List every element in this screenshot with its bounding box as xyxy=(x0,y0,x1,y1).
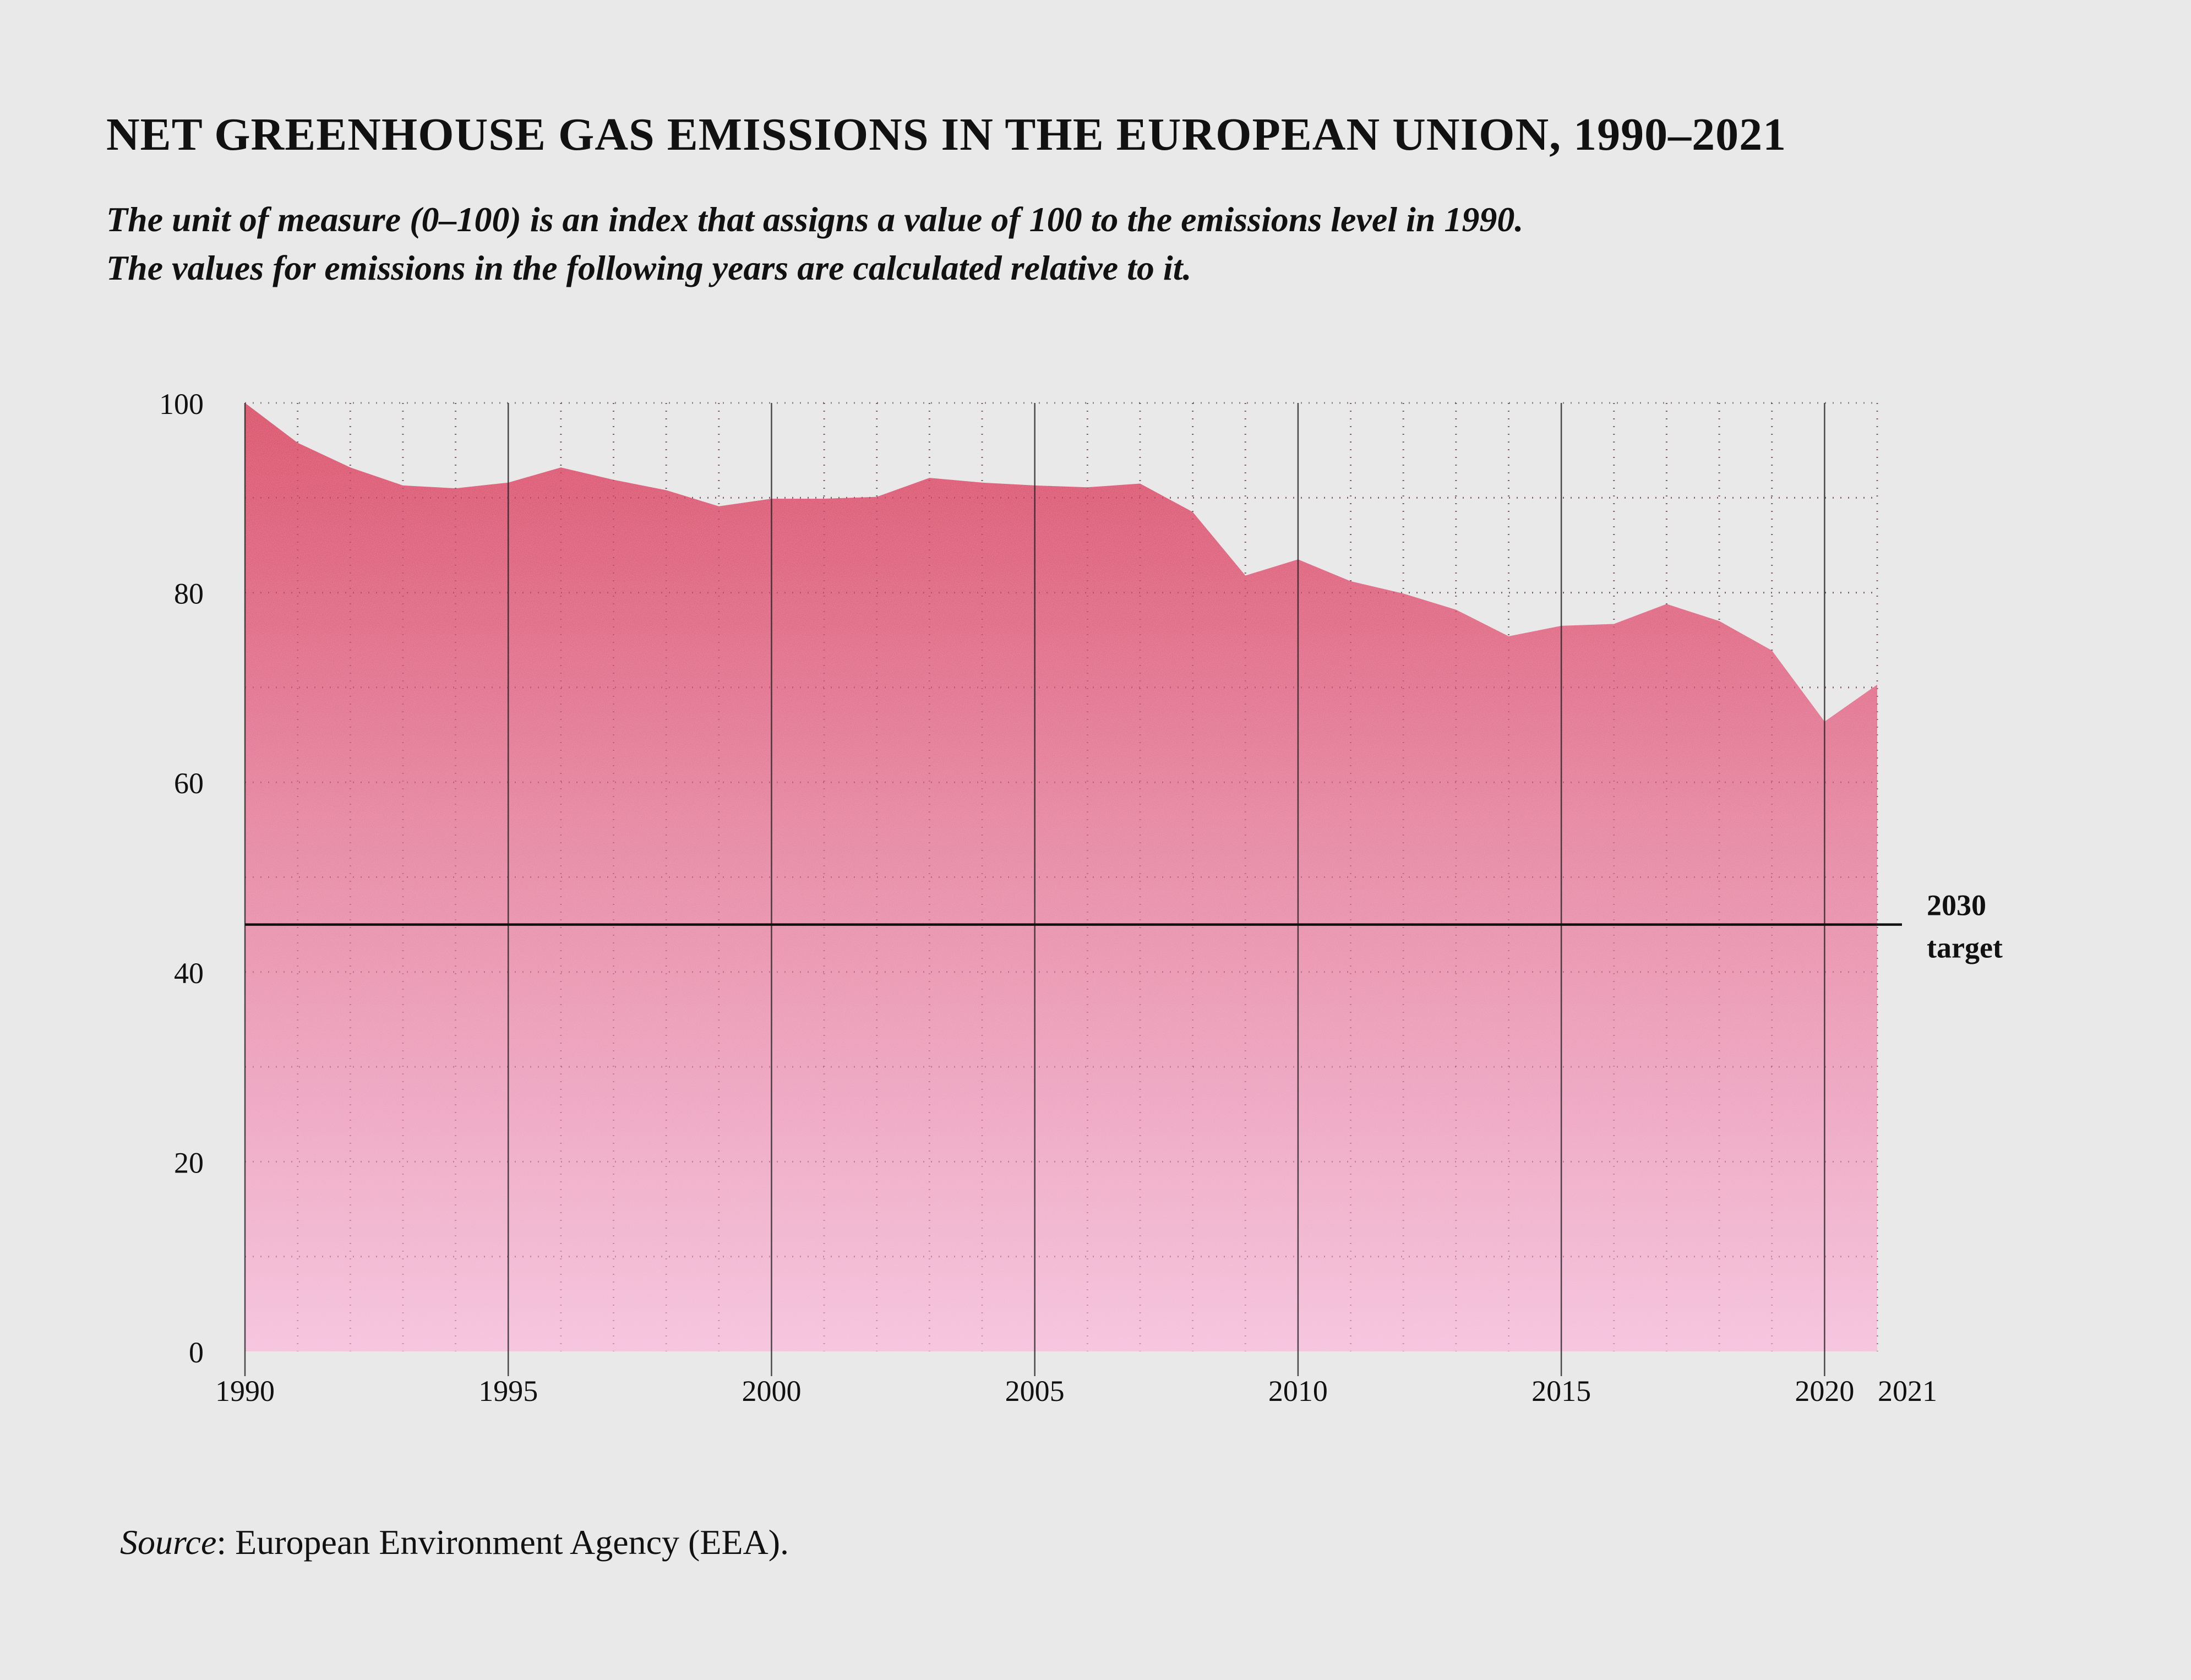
chart-subtitle: The unit of measure (0–100) is an index … xyxy=(106,195,1523,292)
source-text: : European Environment Agency (EEA). xyxy=(216,1523,789,1562)
x-tick-label: 1990 xyxy=(215,1374,275,1408)
y-tick-label: 20 xyxy=(174,1146,204,1179)
x-tick-label: 1995 xyxy=(478,1374,538,1408)
target-label-word: target xyxy=(1927,931,2003,964)
subtitle-line-1: The unit of measure (0–100) is an index … xyxy=(106,200,1524,239)
overgrid-layer xyxy=(244,403,1878,1376)
y-tick-label: 100 xyxy=(159,388,204,421)
y-tick-label: 80 xyxy=(174,577,204,610)
x-tick-label: 2021 xyxy=(1878,1374,1937,1408)
chart-title: NET GREENHOUSE GAS EMISSIONS IN THE EURO… xyxy=(106,109,1787,160)
target-label-year: 2030 xyxy=(1927,889,1986,922)
x-tick-label: 2020 xyxy=(1795,1374,1854,1408)
x-tick-label: 2010 xyxy=(1268,1374,1328,1408)
area-layer xyxy=(245,403,1877,1351)
source-note: Source: European Environment Agency (EEA… xyxy=(120,1522,789,1563)
x-tick-label: 2015 xyxy=(1531,1374,1591,1408)
y-tick-label: 40 xyxy=(174,957,204,990)
x-tick-label: 2000 xyxy=(742,1374,801,1408)
axis-layer: 0 20 40 60 80 100 1990 1995 2000 2005 2010 2015 2020… xyxy=(159,388,1937,1408)
emissions-area xyxy=(245,403,1877,1351)
y-tick-label: 60 xyxy=(174,767,204,800)
y-tick-label: 0 xyxy=(189,1336,204,1369)
subtitle-line-2: The values for emissions in the followin… xyxy=(106,248,1192,287)
target-layer: 2030 target xyxy=(245,889,2003,964)
x-tick-label: 2005 xyxy=(1005,1374,1065,1408)
source-label: Source xyxy=(120,1523,217,1562)
